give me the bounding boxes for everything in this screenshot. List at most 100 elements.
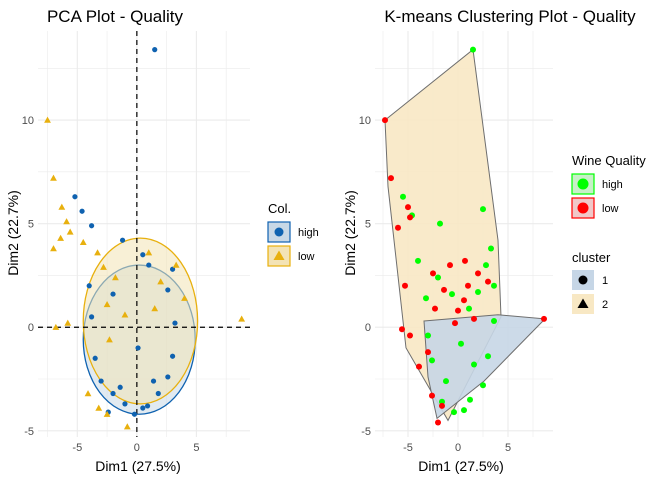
kmeans-panel: -5 0 5 -5 0 5 10 K-means Clustering Plot - Qu… (342, 7, 646, 474)
kmeans-y-tick-label: 0 (365, 322, 371, 334)
point-high (122, 401, 128, 407)
point-high (169, 266, 176, 272)
kmeans-x-tick-label: 0 (455, 442, 461, 454)
point-high (150, 378, 157, 384)
point-low (100, 263, 107, 270)
pca-legend-low-marker (273, 250, 285, 260)
point-high (88, 314, 95, 320)
kmeans-y-axis-title: Dim2 (22.7%) (342, 190, 358, 276)
point-high (72, 194, 78, 200)
point-high (415, 257, 421, 264)
legend-label-high: high (602, 179, 623, 191)
point-high (470, 46, 476, 53)
point-high (400, 193, 406, 200)
kmeans-legend: Wine Quality high low cluster 1 2 (571, 153, 646, 314)
pca-reference-lines (38, 31, 250, 437)
point-low (121, 311, 129, 318)
pca-ellipses (82, 237, 199, 415)
point-low (181, 294, 188, 301)
point-low (103, 410, 111, 417)
pca-panel: -5 0 5 -5 0 5 10 PCA Plot - Quality Dim1 (27.… (5, 7, 319, 474)
point-high (425, 332, 431, 339)
point-high (471, 361, 477, 368)
ellipse-low (82, 237, 199, 405)
point-high (119, 237, 126, 243)
cluster-legend-title: cluster (572, 250, 611, 265)
kmeans-y-tick-label: 10 (359, 115, 371, 127)
pca-x-tick-label: 0 (134, 442, 140, 454)
point-low (416, 363, 422, 370)
point-high (423, 295, 429, 302)
point-high (439, 398, 445, 405)
point-high (443, 378, 449, 385)
point-low (455, 307, 461, 314)
point-low (399, 326, 405, 333)
point-high (475, 289, 481, 295)
point-high (480, 206, 486, 213)
point-high (429, 357, 435, 364)
point-high (117, 384, 123, 390)
pca-legend-label-low: low (298, 251, 315, 263)
point-high (451, 409, 457, 416)
point-high (172, 320, 178, 326)
point-high (485, 353, 491, 360)
point-low (452, 320, 458, 327)
point-low (541, 315, 547, 322)
pca-legend-label-high: high (298, 227, 319, 239)
point-high (461, 407, 467, 414)
point-low (94, 249, 101, 256)
point-low (462, 257, 468, 264)
point-high (98, 378, 104, 384)
point-low (441, 286, 447, 293)
point-low (63, 218, 70, 225)
legend-label-low: low (602, 203, 619, 215)
pca-y-tick-label: 0 (28, 322, 34, 334)
point-low (172, 261, 180, 268)
point-low (44, 116, 51, 123)
pca-legend-high-marker (274, 227, 284, 237)
point-high (483, 262, 489, 269)
point-high (466, 305, 472, 312)
kmeans-x-tick-label: 5 (505, 442, 511, 454)
point-high (92, 355, 98, 361)
point-high (135, 345, 141, 351)
point-low (66, 228, 74, 235)
point-high (169, 353, 176, 359)
point-high (131, 411, 138, 417)
point-low (447, 262, 453, 269)
cluster-hull-1 (423, 314, 547, 420)
point-high (491, 282, 497, 289)
point-high (491, 318, 497, 324)
point-low (95, 404, 103, 411)
legend-high-marker (577, 178, 589, 190)
legend-low-marker (577, 202, 589, 214)
point-low (465, 282, 471, 289)
point-high (86, 283, 92, 289)
point-high (437, 220, 443, 227)
point-low (425, 349, 431, 356)
pca-points (44, 47, 246, 430)
point-high (449, 291, 455, 298)
pca-y-tick-label: -5 (24, 426, 34, 438)
wine-quality-legend-title: Wine Quality (572, 153, 646, 168)
point-low (388, 175, 394, 182)
legend-cluster-2-marker (577, 298, 589, 308)
point-low (475, 270, 481, 277)
legend-label-cluster-2: 2 (602, 299, 608, 311)
point-low (432, 305, 438, 312)
point-high (488, 245, 494, 252)
point-high (458, 340, 464, 347)
point-low (50, 245, 57, 252)
point-low (50, 174, 57, 181)
point-high (480, 382, 486, 389)
point-high (165, 374, 171, 380)
point-low (382, 117, 388, 124)
point-low (79, 238, 87, 246)
kmeans-y-tick-label: 5 (365, 219, 371, 231)
pca-chart-title: PCA Plot - Quality (47, 7, 184, 26)
point-low (84, 390, 92, 397)
point-low (485, 278, 491, 285)
point-low (430, 270, 436, 277)
point-low (405, 204, 411, 211)
